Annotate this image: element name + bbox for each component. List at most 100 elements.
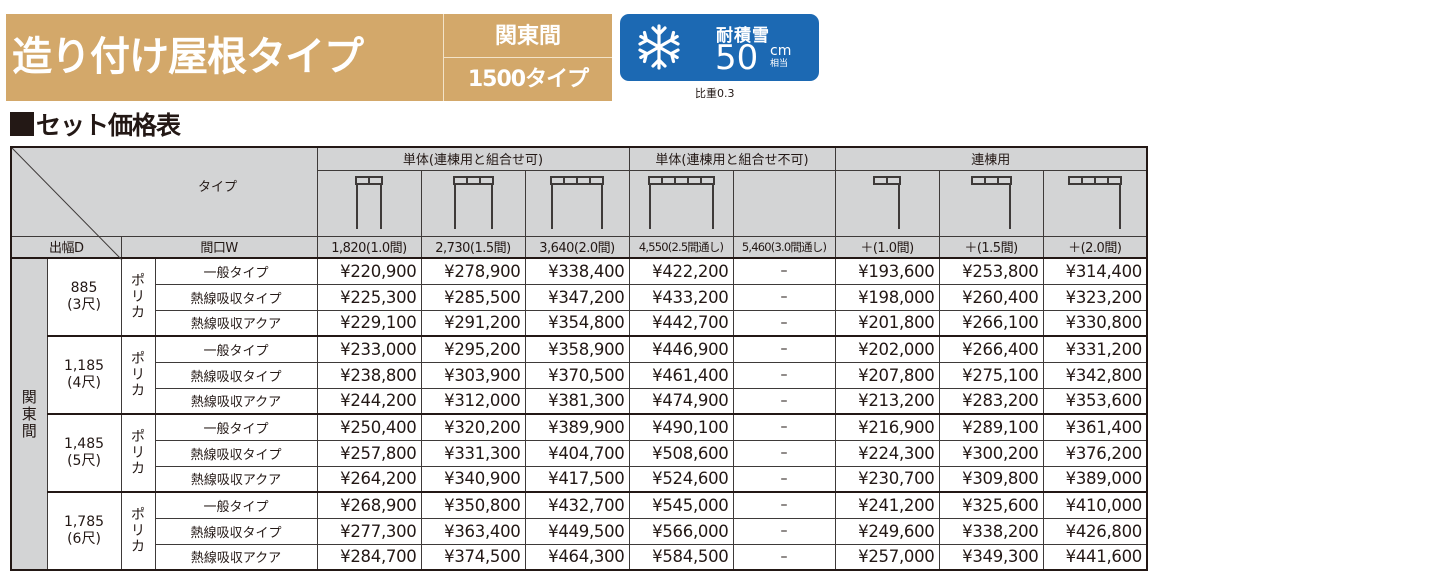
column-width-header: ＋(2.0間) <box>1042 235 1148 259</box>
section-title: セット価格表 <box>10 106 181 142</box>
depth-shaku: (6尺) <box>67 531 101 547</box>
not-available-cell: – <box>732 257 836 285</box>
pictogram-empty <box>732 169 836 237</box>
material-char: カ <box>131 461 145 477</box>
price-cell: ¥320,200 <box>420 413 526 441</box>
price-cell: ¥257,000 <box>834 543 940 571</box>
table-row: 熱線吸収アクア ¥244,200 ¥312,000 ¥381,300 ¥474,900–… <box>11 387 1148 415</box>
price-cell: ¥353,600 <box>1042 387 1148 415</box>
panel-type-cell: 一般タイプ <box>154 413 318 441</box>
specific-gravity-note: 比重0.3 <box>695 87 735 100</box>
price-cell: ¥342,800 <box>1042 361 1148 389</box>
table-row: 1,185 (4尺) ポリカ一般タイプ ¥233,000 ¥295,200 ¥358,90… <box>11 335 1148 415</box>
price-cell: ¥340,900 <box>420 465 526 493</box>
snow-load-badge: 耐積雪 50 cm 相当 <box>620 14 819 81</box>
panel-type-cell: 熱線吸収アクア <box>154 543 318 571</box>
banner-divider <box>443 14 444 101</box>
price-cell: ¥417,500 <box>524 465 630 493</box>
diagonal-divider <box>12 148 123 260</box>
material-char: カ <box>131 383 145 399</box>
price-cell: ¥323,200 <box>1042 283 1148 311</box>
material-char: カ <box>131 539 145 555</box>
price-cell: ¥268,900 <box>316 491 422 519</box>
page-title: 造り付け屋根タイプ <box>12 34 364 80</box>
width-axis-label: 間口W <box>120 235 318 259</box>
not-available-cell: – <box>732 491 836 519</box>
not-available-cell: – <box>732 543 836 571</box>
price-cell: ¥284,700 <box>316 543 422 571</box>
addon-4bay-icon <box>1042 169 1148 237</box>
depth-value: 885 <box>70 280 98 296</box>
not-available-cell: – <box>732 283 836 311</box>
snowflake-icon <box>638 24 680 70</box>
price-cell: ¥426,800 <box>1042 517 1148 545</box>
price-cell: ¥257,800 <box>316 439 422 467</box>
group-header: 単体(連棟用と組合せ可) <box>316 146 630 171</box>
not-available-cell: – <box>732 439 836 467</box>
column-width-header: 2,730(1.5間) <box>420 235 526 259</box>
material-cell: ポリカ <box>120 491 156 571</box>
panel-type-cell: 熱線吸収タイプ <box>154 361 318 389</box>
price-cell: ¥207,800 <box>834 361 940 389</box>
price-cell: ¥303,900 <box>420 361 526 389</box>
column-width-header: ＋(1.0間) <box>834 235 940 259</box>
price-cell: ¥389,000 <box>1042 465 1148 493</box>
material-char: リ <box>131 289 145 305</box>
material-char: リ <box>131 367 145 383</box>
price-cell: ¥309,800 <box>938 465 1044 493</box>
price-cell: ¥229,100 <box>316 309 422 337</box>
depth-value: 1,785 <box>63 514 105 530</box>
frame-2bay-icon <box>316 169 422 237</box>
material-char: カ <box>131 305 145 321</box>
table-row: 熱線吸収タイプ ¥238,800 ¥303,900 ¥370,500 ¥461,400–… <box>11 361 1148 389</box>
price-cell: ¥193,600 <box>834 257 940 285</box>
price-cell: ¥295,200 <box>420 335 526 363</box>
table-row: 熱線吸収タイプ ¥257,800 ¥331,300 ¥404,700 ¥508,600–… <box>11 439 1148 467</box>
price-cell: ¥389,900 <box>524 413 630 441</box>
price-cell: ¥250,400 <box>316 413 422 441</box>
price-cell: ¥338,400 <box>524 257 630 285</box>
price-cell: ¥202,000 <box>834 335 940 363</box>
price-cell: ¥314,400 <box>1042 257 1148 285</box>
region-char: 東 <box>21 404 37 423</box>
material-cell: ポリカ <box>120 413 156 493</box>
title-banner: 造り付け屋根タイプ 関東間 1500タイプ <box>6 14 612 101</box>
price-cell: ¥260,400 <box>938 283 1044 311</box>
price-cell: ¥464,300 <box>524 543 630 571</box>
column-width-header: 3,640(2.0間) <box>524 235 630 259</box>
table-row: 関東間 885 (3尺) ポリカ一般タイプ ¥220,900 ¥278,900 ¥338,4… <box>10 257 1148 571</box>
price-cell: ¥201,800 <box>834 309 940 337</box>
table-row: 1,485 (5尺) ポリカ一般タイプ ¥250,400 ¥320,200 ¥389,90… <box>11 413 1148 493</box>
price-cell: ¥220,900 <box>316 257 422 285</box>
panel-type-cell: 熱線吸収タイプ <box>154 517 318 545</box>
price-cell: ¥422,200 <box>628 257 734 285</box>
table-row: 熱線吸収タイプ ¥277,300 ¥363,400 ¥449,500 ¥566,000–… <box>11 517 1148 545</box>
price-cell: ¥461,400 <box>628 361 734 389</box>
price-cell: ¥233,000 <box>316 335 422 363</box>
price-cell: ¥244,200 <box>316 387 422 415</box>
depth-value: 1,485 <box>63 436 105 452</box>
price-cell: ¥566,000 <box>628 517 734 545</box>
price-cell: ¥338,200 <box>938 517 1044 545</box>
price-cell: ¥198,000 <box>834 283 940 311</box>
frame-5bay-icon <box>628 169 734 237</box>
region-label: 関東間 <box>494 24 561 49</box>
price-cell: ¥584,500 <box>628 543 734 571</box>
frame-3bay-icon <box>420 169 526 237</box>
panel-type-cell: 一般タイプ <box>154 491 318 519</box>
table-row: 熱線吸収タイプ ¥225,300 ¥285,500 ¥347,200 ¥433,200–… <box>11 283 1148 311</box>
group-header: 連棟用 <box>834 146 1148 171</box>
depth-shaku: (5尺) <box>67 453 101 469</box>
price-cell: ¥238,800 <box>316 361 422 389</box>
price-cell: ¥508,600 <box>628 439 734 467</box>
depth-value: 1,185 <box>63 358 105 374</box>
material-char: リ <box>131 523 145 539</box>
price-cell: ¥312,000 <box>420 387 526 415</box>
panel-type-cell: 熱線吸収タイプ <box>154 283 318 311</box>
material-cell: ポリカ <box>120 257 156 337</box>
table-row: 熱線吸収アクア ¥229,100 ¥291,200 ¥354,800 ¥442,700–… <box>11 309 1148 337</box>
price-cell: ¥347,200 <box>524 283 630 311</box>
price-cell: ¥442,700 <box>628 309 734 337</box>
price-table: タイプ 単体(連棟用と組合せ可) 単体(連棟用と組合せ不可) 連棟用 出幅D 間… <box>10 146 1148 571</box>
price-cell: ¥225,300 <box>316 283 422 311</box>
